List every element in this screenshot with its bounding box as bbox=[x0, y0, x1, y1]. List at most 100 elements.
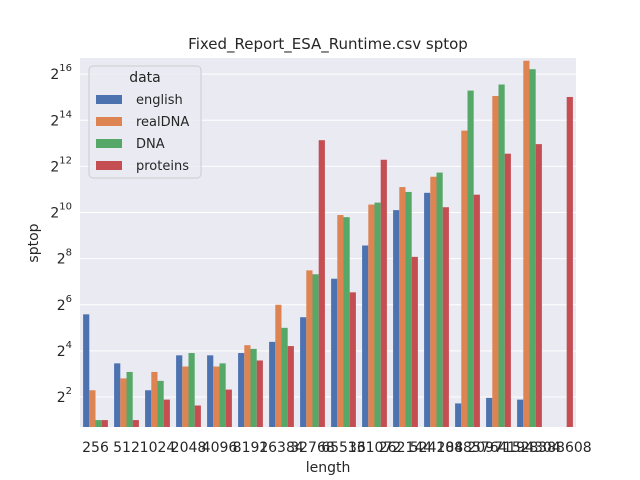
legend-label: proteins bbox=[136, 159, 189, 174]
bar-DNA bbox=[436, 172, 443, 427]
x-tick-label: 512 bbox=[113, 440, 140, 456]
bar-realDNA bbox=[306, 270, 313, 427]
bars bbox=[83, 60, 573, 428]
bar-realDNA bbox=[89, 390, 96, 427]
bar-english bbox=[331, 278, 338, 427]
legend-swatch bbox=[96, 139, 122, 148]
bar-realDNA bbox=[399, 187, 406, 427]
bar-realDNA bbox=[523, 60, 530, 427]
y-tick-label: 22 bbox=[57, 386, 72, 406]
bar-DNA bbox=[312, 274, 319, 427]
x-tick-label: 32768 bbox=[290, 440, 335, 456]
bar-english bbox=[145, 390, 152, 427]
bar-english bbox=[176, 355, 183, 427]
bar-DNA bbox=[250, 348, 257, 427]
bar-DNA bbox=[529, 69, 536, 427]
bar-realDNA bbox=[368, 204, 375, 427]
bar-DNA bbox=[188, 353, 195, 427]
x-tick-label: 8388608 bbox=[529, 440, 591, 456]
bar-english bbox=[238, 353, 245, 427]
x-tick-label: 2097152 bbox=[467, 440, 529, 456]
bar-proteins bbox=[318, 140, 325, 427]
x-tick-label: 262144 bbox=[379, 440, 433, 456]
x-tick-label: 1048576 bbox=[436, 440, 498, 456]
y-tick-label: 212 bbox=[50, 155, 72, 175]
bar-english bbox=[300, 317, 307, 427]
bar-realDNA bbox=[244, 345, 251, 427]
x-tick-label: 4096 bbox=[202, 440, 238, 456]
x-tick-label: 8192 bbox=[233, 440, 269, 456]
legend: data english realDNA DNA proteins bbox=[88, 65, 202, 179]
bar-english bbox=[269, 341, 276, 427]
bar-realDNA bbox=[430, 176, 437, 427]
bar-english bbox=[424, 192, 431, 427]
y-tick-label: 216 bbox=[50, 63, 72, 83]
chart-title: Fixed_Report_ESA_Runtime.csv sptop bbox=[188, 35, 468, 54]
bar-DNA bbox=[157, 380, 164, 427]
y-tick-label: 210 bbox=[50, 202, 72, 222]
x-tick-label: 524288 bbox=[410, 440, 463, 456]
bar-realDNA bbox=[461, 130, 468, 428]
bar-realDNA bbox=[213, 366, 220, 427]
bar-proteins bbox=[566, 96, 573, 428]
x-tick-label: 4194304 bbox=[498, 440, 560, 456]
x-tick-label: 2048 bbox=[171, 440, 207, 456]
bar-proteins bbox=[442, 207, 449, 427]
bar-english bbox=[83, 314, 90, 427]
x-axis-label: length bbox=[306, 460, 351, 476]
x-tick-label: 131072 bbox=[348, 440, 401, 456]
bar-proteins bbox=[287, 346, 294, 427]
bar-DNA bbox=[374, 202, 381, 427]
legend-label: english bbox=[136, 93, 183, 108]
legend-swatch bbox=[96, 95, 122, 104]
legend-swatch bbox=[96, 161, 122, 170]
bar-realDNA bbox=[182, 366, 189, 427]
x-tick-label: 1024 bbox=[140, 440, 176, 456]
x-tick-label: 256 bbox=[82, 440, 109, 456]
bar-DNA bbox=[126, 371, 133, 427]
bar-english bbox=[455, 403, 462, 427]
bar-proteins bbox=[504, 153, 511, 428]
bar-english bbox=[486, 397, 493, 427]
bar-english bbox=[517, 399, 524, 427]
legend-swatch bbox=[96, 117, 122, 126]
bar-DNA bbox=[219, 363, 226, 427]
bar-proteins bbox=[132, 420, 139, 427]
bar-DNA bbox=[467, 90, 474, 427]
bar-DNA bbox=[95, 420, 102, 427]
bar-proteins bbox=[256, 360, 263, 427]
bar-proteins bbox=[349, 292, 356, 427]
y-tick-label: 28 bbox=[57, 248, 72, 268]
bar-realDNA bbox=[337, 215, 344, 427]
y-tick-label: 26 bbox=[57, 294, 72, 314]
bar-english bbox=[362, 245, 369, 427]
y-tick-label: 24 bbox=[57, 340, 72, 360]
y-axis-label: sptop bbox=[26, 223, 42, 262]
x-tick-labels: 256 512 1024204840968192163843276865536131… bbox=[82, 440, 592, 456]
y-tick-labels: 22 24 26 28 210 212 214 216 bbox=[50, 63, 72, 406]
bar-DNA bbox=[343, 217, 350, 427]
legend-title: data bbox=[129, 70, 161, 86]
bar-DNA bbox=[405, 191, 412, 427]
bar-english bbox=[393, 210, 400, 427]
x-tick-label: 16384 bbox=[259, 440, 304, 456]
bar-DNA bbox=[281, 327, 288, 427]
bar-realDNA bbox=[151, 371, 158, 427]
x-tick-label: 65536 bbox=[321, 440, 366, 456]
legend-label: DNA bbox=[136, 137, 165, 152]
bar-realDNA bbox=[120, 378, 127, 427]
bar-proteins bbox=[473, 194, 480, 427]
legend-label: realDNA bbox=[136, 115, 189, 130]
y-tick-label: 214 bbox=[50, 109, 72, 129]
bar-realDNA bbox=[492, 95, 499, 427]
bar-proteins bbox=[194, 405, 201, 427]
legend-box bbox=[88, 65, 202, 179]
bar-english bbox=[114, 363, 121, 427]
bar-english bbox=[207, 355, 214, 427]
bar-proteins bbox=[411, 256, 418, 427]
bar-proteins bbox=[225, 389, 232, 427]
bar-proteins bbox=[163, 399, 170, 427]
bar-realDNA bbox=[275, 304, 282, 427]
bar-DNA bbox=[498, 84, 505, 428]
